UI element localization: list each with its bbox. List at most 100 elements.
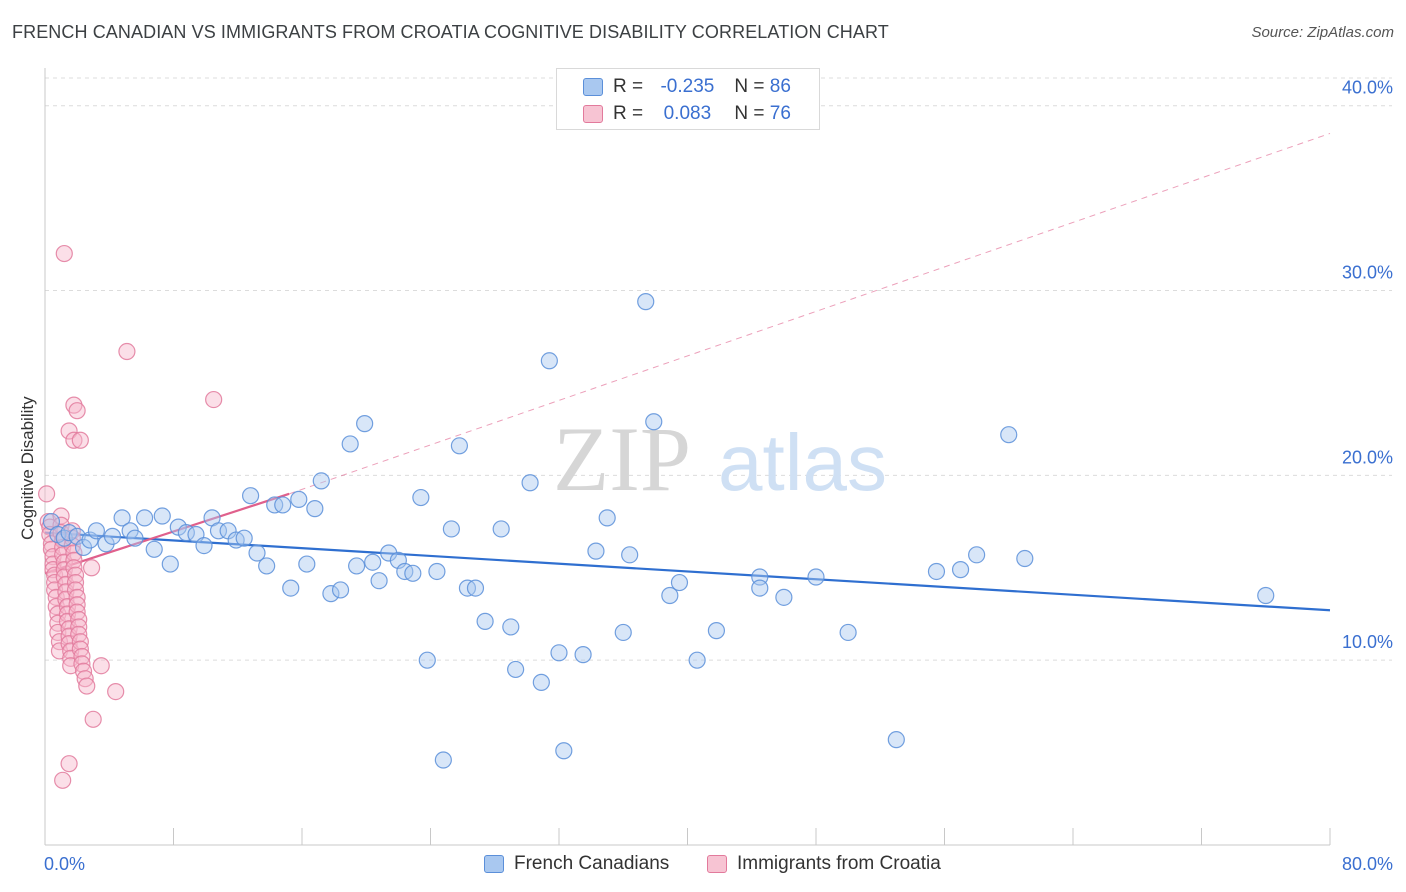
bottom-legend-swatch-blue	[484, 855, 504, 873]
data-point	[68, 588, 86, 606]
bottom-legend-label: Immigrants from Croatia	[737, 853, 941, 874]
data-point	[466, 579, 485, 597]
data-point	[550, 644, 568, 662]
data-point	[55, 529, 73, 547]
data-point	[356, 415, 374, 433]
data-point	[68, 402, 86, 420]
data-point	[839, 623, 857, 642]
data-point	[42, 535, 61, 553]
data-point	[205, 390, 223, 409]
data-point	[621, 546, 639, 564]
data-point	[598, 509, 616, 527]
data-point	[145, 540, 163, 558]
data-point	[428, 562, 446, 581]
data-point	[442, 520, 460, 538]
y-tick-label: 20.0%	[1342, 447, 1393, 467]
data-point	[507, 660, 525, 679]
data-point	[82, 559, 101, 577]
data-point	[290, 490, 308, 508]
data-point	[370, 572, 388, 590]
bottom-legend-label: French Canadians	[514, 853, 670, 874]
data-point	[235, 529, 253, 547]
bottom-legend-croatia: Immigrants from Croatia	[707, 852, 941, 876]
data-point	[118, 342, 136, 361]
data-point	[258, 557, 276, 575]
legend-swatch-blue	[583, 78, 603, 96]
data-point	[78, 677, 96, 695]
data-point	[476, 612, 494, 630]
y-tick-label: 10.0%	[1342, 632, 1393, 652]
data-point	[92, 657, 110, 675]
watermark-zip: ZIP	[553, 408, 691, 510]
data-point	[60, 755, 78, 773]
data-point	[434, 751, 452, 769]
data-point	[968, 546, 986, 564]
data-point	[195, 536, 213, 555]
legend-swatch-pink	[583, 105, 603, 123]
legend-r-label: R =	[613, 76, 644, 97]
data-point	[751, 579, 769, 597]
data-point	[68, 596, 86, 614]
data-point	[614, 623, 632, 642]
data-point	[274, 496, 292, 514]
chart-title: FRENCH CANADIAN VS IMMIGRANTS FROM CROAT…	[12, 22, 889, 42]
y-tick-label: 30.0%	[1342, 263, 1393, 283]
legend-r-value: 0.083	[663, 103, 712, 124]
data-point	[688, 651, 706, 669]
data-point	[450, 437, 469, 455]
watermark-atlas: atlas	[718, 418, 887, 507]
data-point	[306, 500, 324, 518]
data-point	[341, 435, 359, 453]
data-point	[70, 618, 88, 636]
data-point	[364, 553, 382, 571]
data-point	[661, 586, 679, 605]
data-point	[1000, 426, 1018, 444]
data-point	[103, 527, 122, 545]
legend-n-value: 76	[769, 103, 791, 124]
data-point	[532, 673, 550, 691]
data-point	[65, 544, 83, 562]
data-point	[70, 610, 88, 629]
data-point	[331, 581, 350, 599]
data-point	[1016, 549, 1034, 568]
source-label: Source: ZipAtlas.com	[1251, 24, 1394, 41]
data-point	[1257, 586, 1275, 605]
data-point	[161, 555, 179, 573]
data-point	[404, 564, 422, 582]
data-point	[587, 542, 605, 560]
data-point	[322, 585, 340, 603]
data-point	[927, 562, 946, 581]
legend-row-french-canadians: R = -0.235 N = 86	[583, 75, 791, 99]
data-point	[492, 520, 510, 538]
data-point	[418, 651, 436, 669]
data-point	[55, 244, 73, 263]
data-point	[71, 431, 89, 449]
bottom-legend-swatch-pink	[707, 855, 727, 873]
correlation-legend: R = -0.235 N = 86 R = 0.083 N = 76	[556, 68, 820, 130]
data-point	[54, 771, 72, 789]
data-point	[637, 293, 655, 311]
legend-r-label: R =	[613, 103, 644, 124]
data-point	[502, 618, 520, 636]
trend-line	[288, 132, 1331, 495]
data-point	[65, 551, 83, 569]
data-point	[153, 507, 171, 525]
data-point	[951, 561, 970, 579]
data-point	[348, 557, 366, 575]
data-point	[242, 487, 260, 505]
bottom-legend-french-canadians: French Canadians	[484, 852, 669, 876]
legend-row-croatia: R = 0.083 N = 76	[583, 102, 791, 126]
x-tick-label: 80.0%	[1342, 854, 1393, 874]
data-point	[312, 472, 330, 490]
data-point	[248, 544, 266, 562]
data-point	[670, 573, 689, 592]
data-point	[282, 579, 300, 597]
data-point	[807, 568, 825, 586]
tick-labels: 10.0% 20.0% 30.0% 40.0% 0.0% 80.0%	[44, 78, 1393, 874]
data-point	[52, 507, 70, 525]
croatia-points	[38, 244, 223, 789]
data-point	[71, 633, 89, 651]
y-axis-title: Cognitive Disability	[18, 396, 37, 540]
data-point	[84, 710, 102, 728]
data-point	[87, 522, 106, 540]
